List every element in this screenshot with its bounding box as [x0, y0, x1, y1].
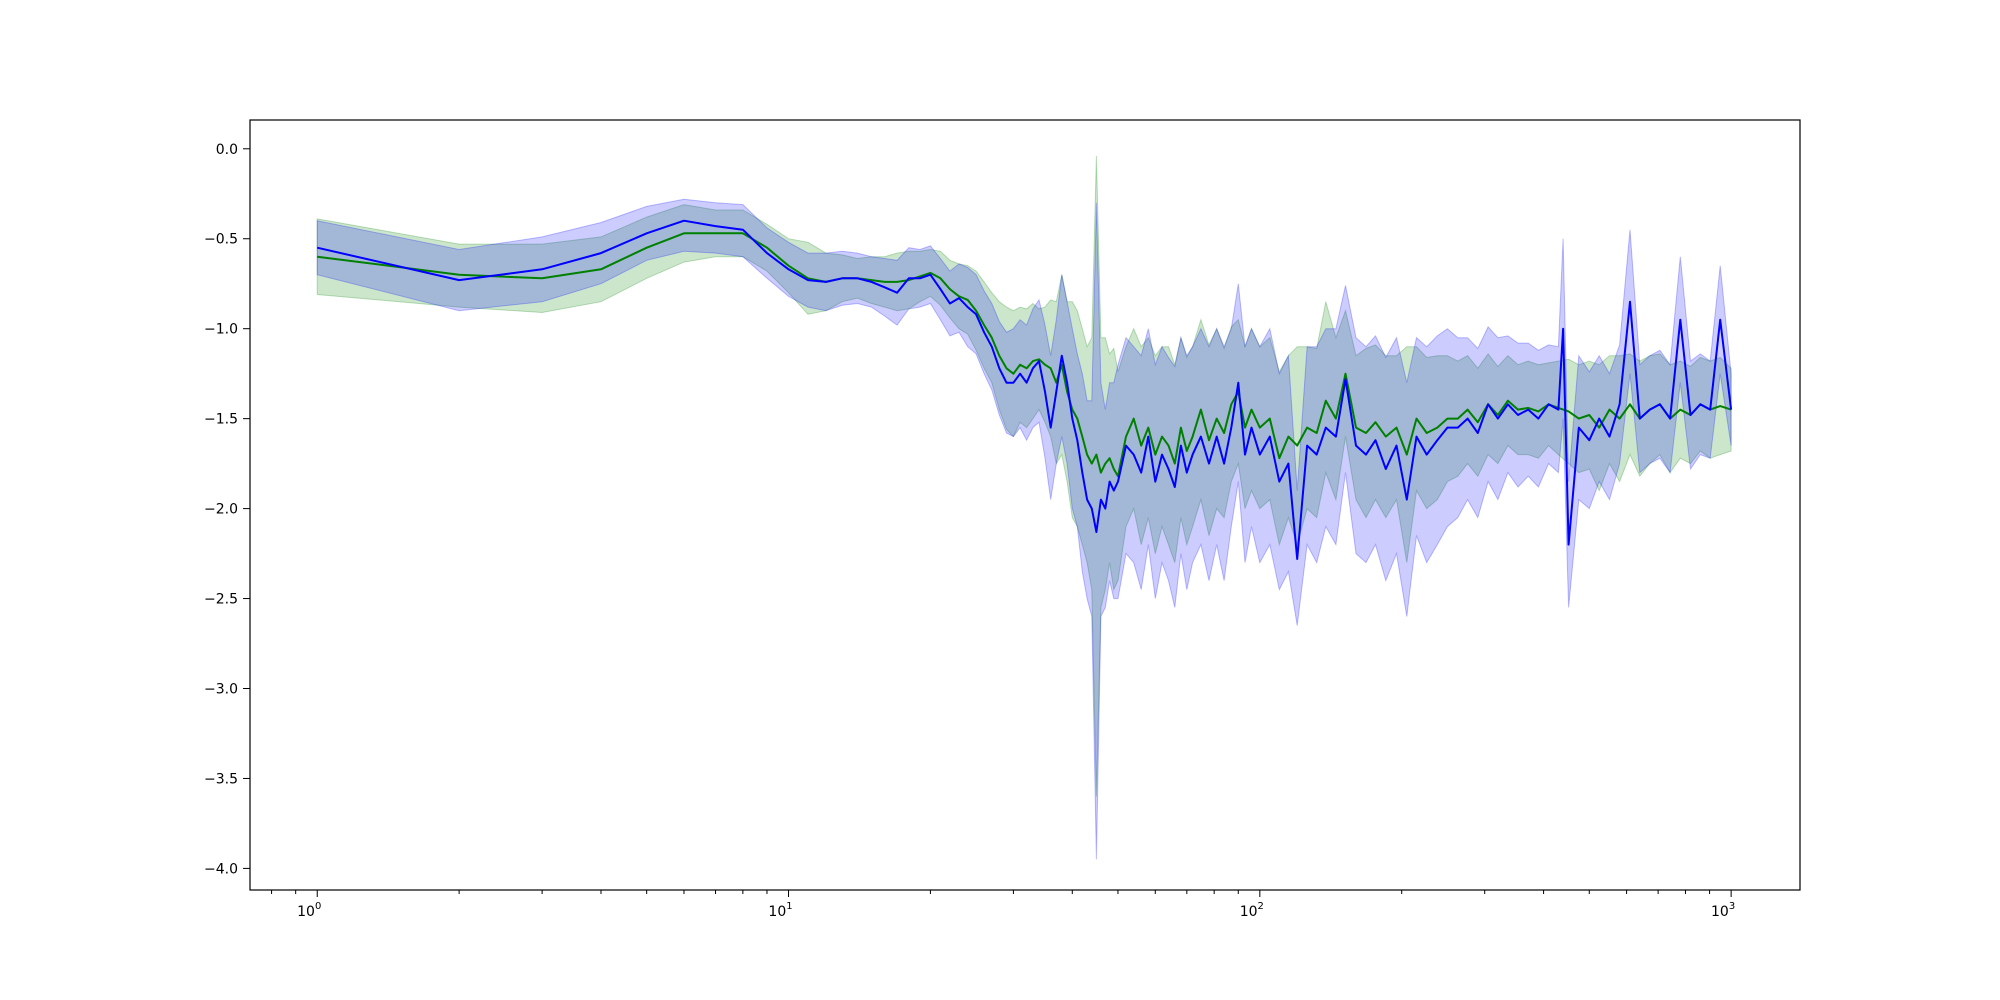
- axes-frame: [249, 119, 1801, 891]
- y-tick-label: −0.5: [204, 232, 238, 248]
- y-tick-label: −2.5: [204, 592, 238, 608]
- y-tick-label: −1.5: [204, 412, 238, 428]
- x-axis: 100 101 102 103: [271, 890, 1735, 920]
- confidence-bands: [316, 155, 1732, 860]
- x-tick-label: 100: [297, 901, 321, 920]
- series-1-line: [316, 219, 1733, 560]
- y-tick-label: −3.5: [204, 771, 238, 787]
- series-0-line: [317, 232, 1732, 478]
- y-axis: 0.0 −0.5 −1.0 −1.5 −2.0 −2.5 −3.0 −3.5 −4.0: [204, 142, 250, 877]
- y-tick-label: −2.0: [204, 502, 238, 518]
- y-tick-label: −1.0: [204, 322, 238, 338]
- x-tick-label: 101: [768, 901, 792, 920]
- series-lines: [316, 219, 1733, 560]
- x-tick-label: 103: [1711, 901, 1735, 920]
- y-tick-label: −3.0: [204, 682, 238, 698]
- series-0-band: [316, 155, 1732, 797]
- x-tick-label: 102: [1240, 901, 1264, 920]
- y-tick-label: −4.0: [204, 861, 238, 877]
- series-1-band: [316, 198, 1732, 860]
- y-tick-label: 0.0: [216, 142, 238, 158]
